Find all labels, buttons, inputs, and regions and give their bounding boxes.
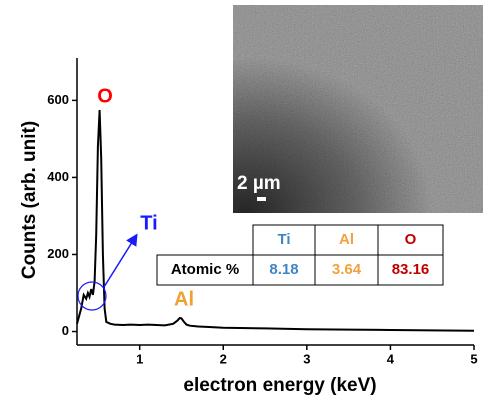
y-axis-label: Counts (arb. unit): [19, 121, 40, 279]
table-value: 3.64: [332, 261, 362, 278]
table-value: 83.16: [392, 261, 430, 278]
y-tick-label: 400: [47, 169, 69, 184]
ti-circle: [78, 282, 106, 310]
chart: 2 µm electron energy (keV) Counts (arb. …: [0, 0, 489, 403]
table-header: O: [405, 231, 417, 248]
table-header: Al: [339, 231, 354, 248]
y-tick-label: 200: [47, 246, 69, 261]
x-axis-label: electron energy (keV): [183, 375, 376, 396]
table-value: 8.18: [269, 261, 298, 278]
y-tick-label: 0: [62, 323, 69, 338]
ti-arrow: [104, 236, 136, 287]
scale-label: 2 µm: [237, 173, 281, 194]
y-tick-label: 600: [47, 92, 69, 107]
x-tick-label: 2: [220, 351, 227, 366]
x-tick-label: 4: [387, 351, 395, 366]
peak-label: Al: [174, 288, 194, 310]
table-header: Ti: [277, 231, 290, 248]
x-tick-label: 1: [136, 351, 143, 366]
peak-label: O: [97, 85, 113, 107]
x-tick-label: 3: [303, 351, 310, 366]
sem-image: 2 µm: [233, 5, 483, 213]
x-tick-label: 5: [470, 351, 477, 366]
scale-bar: [257, 197, 266, 201]
peak-label: Ti: [140, 212, 157, 234]
table-row-label: Atomic %: [171, 261, 239, 278]
